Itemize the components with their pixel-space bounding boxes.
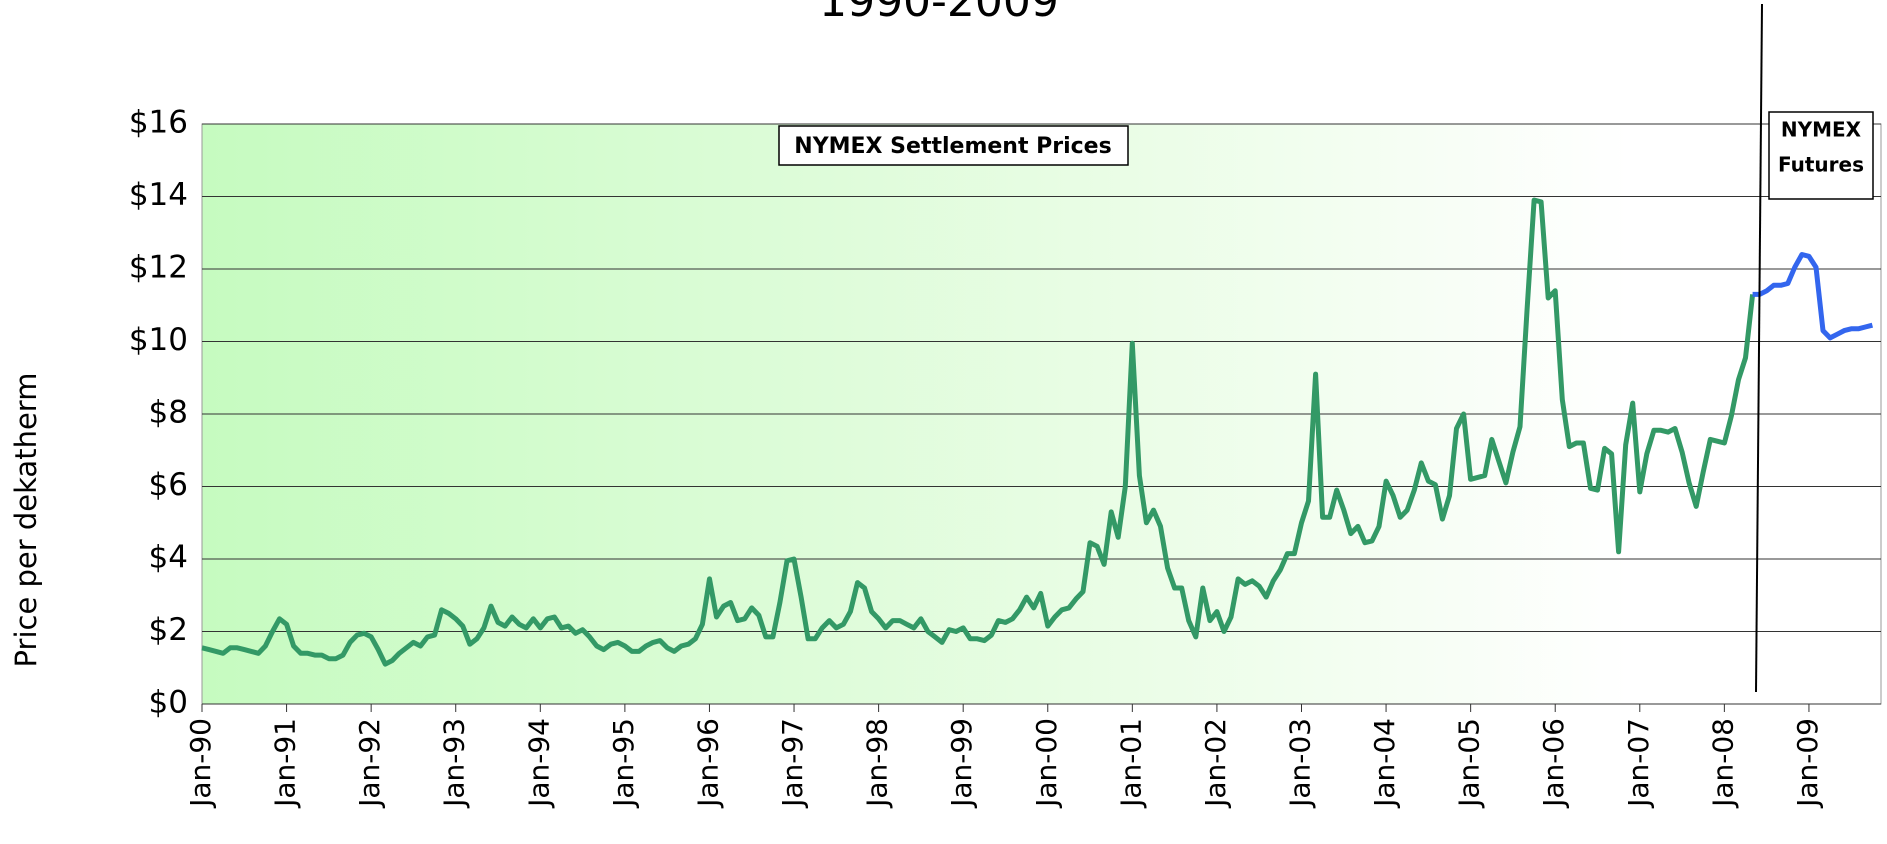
- y-tick-label: $4: [149, 540, 188, 576]
- x-tick-label: Jan-01: [1114, 718, 1147, 809]
- x-tick-label: Jan-09: [1791, 718, 1824, 809]
- y-tick-label: $10: [129, 322, 188, 358]
- x-tick-label: Jan-97: [776, 718, 809, 809]
- annotation: NYMEX Settlement Prices: [794, 134, 1111, 159]
- x-tick-label: Jan-90: [184, 718, 217, 809]
- series-line: [201, 197, 1756, 667]
- y-tick-label: $6: [149, 467, 188, 503]
- y-axis-label: Price per dekatherm: [9, 373, 43, 668]
- divider: [1755, 3, 1763, 693]
- annotation: NYMEX: [1781, 118, 1862, 142]
- x-tick-label: Jan-04: [1368, 718, 1401, 809]
- y-tick-label: $12: [129, 250, 188, 286]
- y-tick-label: $2: [149, 612, 188, 648]
- annotation-box: [1768, 111, 1874, 200]
- x-tick-label: Jan-03: [1283, 718, 1316, 809]
- x-tick-label: Jan-91: [269, 718, 302, 809]
- lines: [201, 197, 1874, 667]
- x-tick-label: Jan-98: [861, 718, 894, 809]
- x-tick-label: Jan-05: [1453, 718, 1486, 809]
- x-tick-label: Jan-07: [1622, 718, 1655, 809]
- x-tick-label: Jan-92: [353, 718, 386, 809]
- x-tick-label: Jan-02: [1199, 718, 1232, 809]
- x-tick-label: Jan-00: [1030, 718, 1063, 809]
- x-tick-label: Jan-94: [522, 718, 555, 809]
- x-tick-label: Jan-93: [438, 718, 471, 809]
- x-tick-label: Jan-96: [691, 718, 724, 809]
- y-tick-label: $0: [149, 685, 188, 721]
- y-tick-label: $16: [129, 105, 188, 141]
- y-tick-label: $14: [129, 177, 188, 213]
- y-tick-label: $8: [149, 395, 188, 431]
- x-tick-label: Jan-99: [945, 718, 978, 809]
- x-tick-label: Jan-95: [607, 718, 640, 809]
- annotation: Futures: [1778, 153, 1864, 177]
- annotation-box: [778, 125, 1129, 166]
- chart-title: 1990-2009: [819, 0, 1059, 27]
- x-tick-label: Jan-08: [1706, 718, 1739, 809]
- series-line: [1752, 252, 1874, 341]
- x-tick-label: Jan-06: [1537, 718, 1570, 809]
